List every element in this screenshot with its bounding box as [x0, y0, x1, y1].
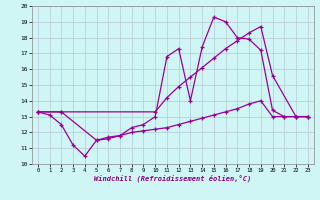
X-axis label: Windchill (Refroidissement éolien,°C): Windchill (Refroidissement éolien,°C) [94, 175, 252, 182]
